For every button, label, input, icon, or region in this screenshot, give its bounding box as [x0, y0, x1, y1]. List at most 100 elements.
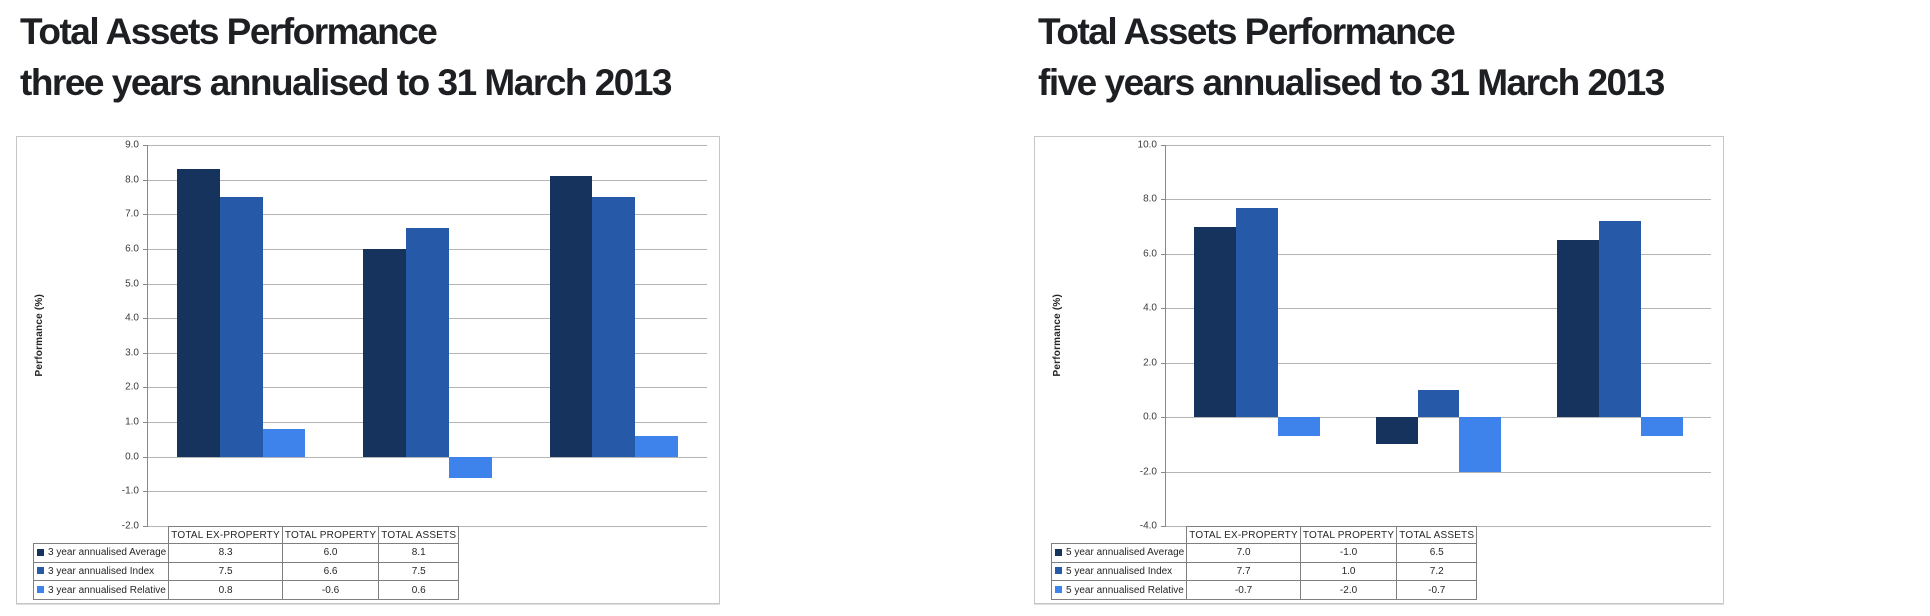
table-value-cell: 1.0: [1299, 561, 1398, 582]
y-axis-tick-label: 8.0: [125, 174, 139, 186]
table-series-row: 5 year annualised Relative -0.7 -2.0 -0.7: [1050, 580, 1478, 600]
y-axis-tick-label: 9.0: [125, 139, 139, 151]
table-value-cell: 7.0: [1186, 543, 1301, 563]
chart-bar-index: [1417, 389, 1460, 418]
table-category-header: TOTAL PROPERTY: [281, 526, 380, 544]
y-axis-tick-label: 2.0: [1143, 357, 1157, 369]
table-series-row: 3 year annualised Average 8.3 6.0 8.1: [32, 543, 460, 563]
y-axis-tick-label: 5.0: [125, 278, 139, 290]
table-value-cell: 8.1: [378, 543, 460, 563]
table-header-row: TOTAL EX-PROPERTY TOTAL PROPERTY TOTAL ASS…: [34, 526, 460, 544]
table-value-cell: 0.8: [168, 580, 283, 600]
y-axis-tick: [143, 145, 148, 146]
table-value-cell: 7.7: [1186, 561, 1301, 582]
data-table-5yr: TOTAL EX-PROPERTY TOTAL PROPERTY TOTAL ASS…: [1050, 526, 1478, 600]
y-axis-tick: [1161, 199, 1166, 201]
chart-section-5yr: Total Assets Performance five years annu…: [1034, 6, 1724, 604]
y-axis-tick: [143, 214, 148, 216]
table-value-cell: 7.5: [168, 561, 283, 582]
chart-bar-relative: [1641, 417, 1683, 437]
gridline: [1166, 308, 1711, 310]
gridline: [148, 456, 707, 458]
y-axis-tick-label: 4.0: [125, 312, 139, 324]
chart-bar-relative: [1277, 417, 1320, 437]
table-category-header: TOTAL EX-PROPERTY: [1186, 526, 1301, 544]
legend-swatch-icon: [1055, 586, 1062, 594]
table-value-cell: 6.0: [281, 543, 380, 563]
gridline: [148, 145, 707, 146]
gridline: [148, 179, 707, 181]
y-axis-tick: [143, 526, 148, 527]
chart-title-line2: five years annualised to 31 March 2013: [1038, 62, 1665, 103]
gridline: [1166, 145, 1711, 146]
table-value-cell: 0.6: [378, 580, 460, 600]
table-value-cell: 6.5: [1396, 543, 1478, 563]
y-axis-tick-label: 6.0: [1143, 248, 1157, 260]
y-axis-tick-label: -2.0: [121, 520, 139, 532]
table-value-cell: -0.7: [1186, 580, 1301, 600]
chart-section-3yr: Total Assets Performance three years ann…: [16, 6, 720, 604]
chart-bar-relative: [448, 456, 492, 478]
legend-swatch-icon: [37, 548, 44, 556]
chart-frame-5yr: Performance (%) 10.0 8.0 6.0 4.0 2.0 0.0 -2.0-…: [1034, 136, 1724, 604]
legend-swatch-icon: [37, 586, 44, 594]
chart-bar-index: [592, 196, 636, 457]
legend-swatch-icon: [1055, 567, 1062, 575]
y-axis-tick: [143, 283, 148, 285]
y-axis-tick: [1161, 417, 1166, 419]
legend-label: 3 year annualised Average: [48, 547, 167, 559]
y-axis-tick-label: 7.0: [125, 208, 139, 220]
legend-label: 5 year annualised Index: [1066, 565, 1173, 577]
gridline: [148, 214, 707, 216]
y-axis-tick-label: 4.0: [1143, 302, 1157, 314]
table-category-header: TOTAL ASSETS: [1396, 526, 1478, 544]
y-axis-tick: [143, 179, 148, 181]
table-value-cell: -0.7: [1396, 580, 1478, 600]
gridline: [148, 491, 707, 493]
table-value-cell: -2.0: [1299, 580, 1398, 600]
chart-title-5yr: Total Assets Performance five years annu…: [1038, 6, 1724, 108]
chart-bar-index: [219, 196, 263, 457]
y-axis-tick-label: 3.0: [125, 347, 139, 359]
y-axis-tick-label: 0.0: [125, 451, 139, 463]
y-axis-tick: [1161, 308, 1166, 310]
legend-swatch-icon: [37, 567, 44, 575]
table-value-cell: 6.6: [281, 561, 380, 582]
legend-label: 3 year annualised Relative: [48, 584, 166, 596]
table-corner-cell: [34, 527, 169, 544]
y-axis-tick: [143, 352, 148, 354]
table-series-row: 5 year annualised Index 7.7 1.0 7.2: [1050, 561, 1478, 582]
chart-bar-index: [1235, 207, 1278, 418]
y-axis-label: Performance (%): [33, 294, 45, 377]
table-series-row: 3 year annualised Index 7.5 6.6 7.5: [32, 561, 460, 582]
chart-bar-index: [406, 228, 449, 457]
chart-bar-average: [549, 176, 593, 457]
table-category-header: TOTAL PROPERTY: [1299, 526, 1398, 544]
y-axis-tick: [1161, 526, 1166, 527]
y-axis-tick-label: -2.0: [1139, 466, 1157, 478]
chart-bar-average: [176, 169, 220, 457]
table-category-header: TOTAL ASSETS: [378, 526, 460, 544]
legend-label: 5 year annualised Relative: [1066, 584, 1184, 596]
legend-cell: 3 year annualised Index: [32, 561, 170, 582]
chart-bar-average: [1375, 417, 1418, 445]
legend-swatch-icon: [1055, 548, 1062, 556]
y-axis-tick: [1161, 471, 1166, 473]
chart-bar-average: [363, 248, 407, 457]
legend-cell: 5 year annualised Index: [1050, 561, 1188, 582]
y-axis-tick-label: 6.0: [125, 243, 139, 255]
chart-title-line1: Total Assets Performance: [20, 11, 438, 52]
y-axis-tick-label: 2.0: [125, 381, 139, 393]
y-axis-tick: [1161, 362, 1166, 364]
plot-area-3yr: 9.0 8.0 7.0 6.0 5.0 4.0 3.0 2.0 1.0 0.0 -1.0 -2.0: [122, 140, 707, 532]
table-header-row: TOTAL EX-PROPERTY TOTAL PROPERTY TOTAL ASS…: [1052, 526, 1478, 544]
chart-bar-index: [1599, 221, 1642, 418]
table-value-cell: 7.5: [378, 561, 460, 582]
table-value-cell: -1.0: [1299, 543, 1398, 563]
y-axis-label: Performance (%): [1051, 294, 1063, 377]
legend-label: 5 year annualised Average: [1066, 547, 1185, 559]
y-axis-tick: [143, 491, 148, 493]
chart-title-line2: three years annualised to 31 March 2013: [20, 62, 673, 103]
y-axis-tick: [143, 318, 148, 320]
chart-bar-average: [1194, 226, 1236, 418]
